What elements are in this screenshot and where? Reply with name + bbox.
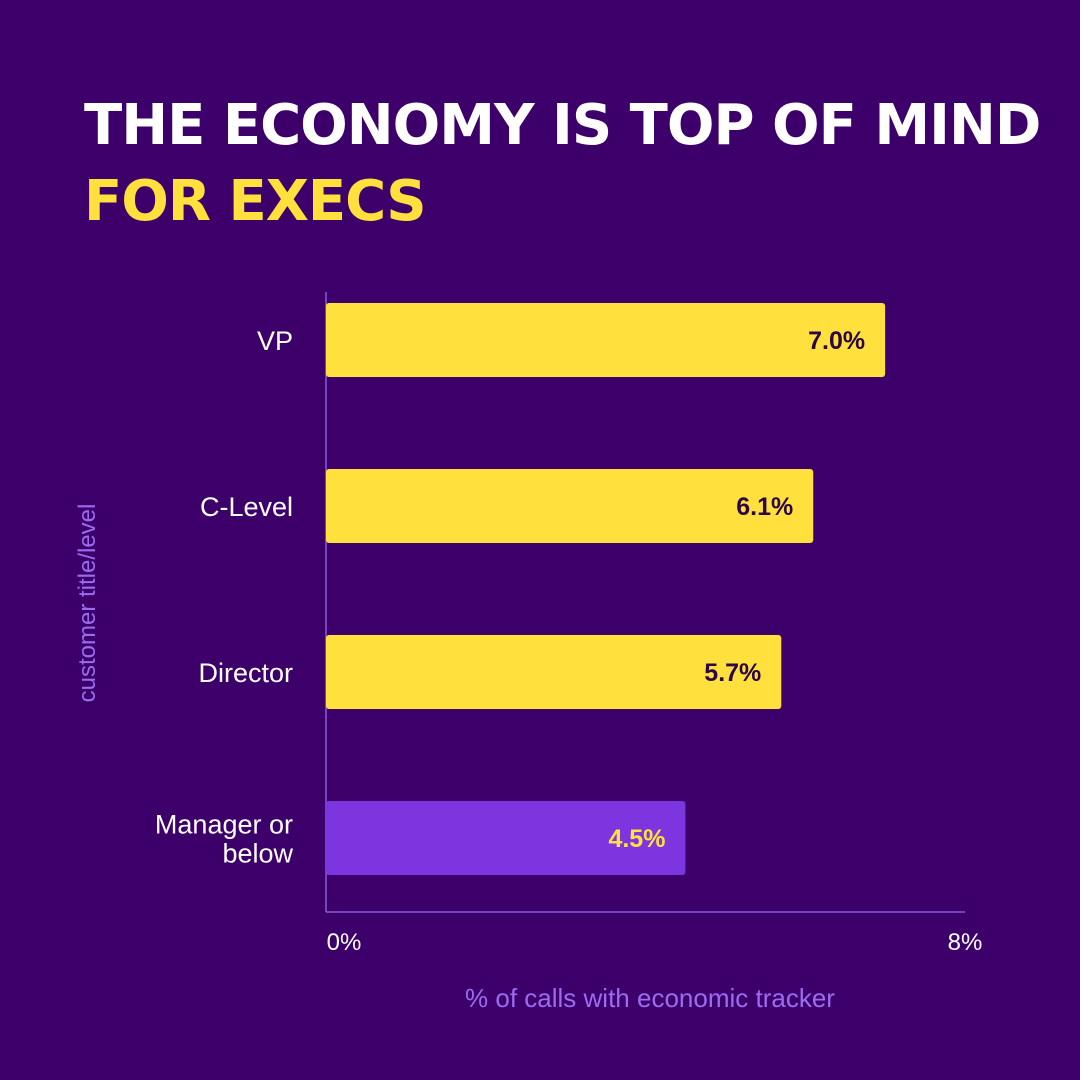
bar-value-label: 5.7% — [704, 659, 761, 687]
bar-vp — [326, 303, 886, 377]
y-axis-label: customer title/level — [74, 504, 101, 703]
bar-value-label: 7.0% — [808, 327, 865, 355]
category-label: VP — [257, 326, 293, 356]
x-tick-label: 8% — [948, 929, 983, 956]
bar-value-label: 4.5% — [608, 825, 665, 853]
bar-c-level — [326, 469, 814, 543]
title-line-1: THE ECONOMY IS TOP OF MIND — [84, 93, 1041, 158]
chart-title: THE ECONOMY IS TOP OF MIND FOR EXECS — [84, 88, 1041, 240]
title-line-2: FOR EXECS — [84, 169, 427, 234]
bar-director — [326, 635, 782, 709]
category-label: Manager or — [155, 810, 293, 840]
category-label: C-Level — [200, 492, 293, 522]
bar-value-label: 6.1% — [736, 493, 793, 521]
x-axis-label: % of calls with economic tracker — [465, 983, 835, 1013]
bar-manager-or-below — [326, 801, 686, 875]
category-label: Director — [198, 658, 293, 688]
category-label: below — [222, 839, 293, 869]
x-tick-label: 0% — [327, 929, 362, 956]
